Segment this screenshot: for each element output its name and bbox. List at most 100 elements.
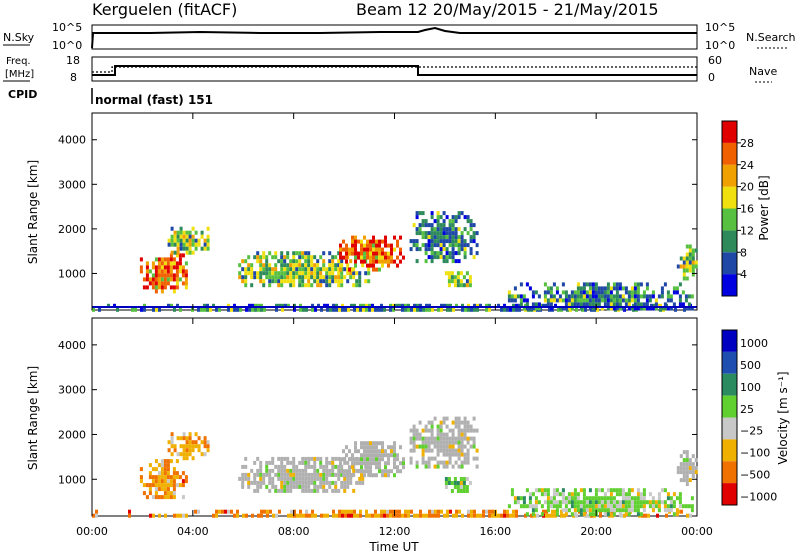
velocity-cell: [451, 420, 455, 425]
power-cell: [383, 307, 386, 312]
power-cell: [352, 271, 356, 276]
nsky-tick-top: 10^5: [52, 21, 82, 34]
velocity-cell: [259, 484, 263, 489]
velocity-cell: [627, 512, 631, 517]
velocity-cell: [460, 420, 464, 425]
velocity-cell: [305, 509, 308, 514]
velocity-cell: [606, 488, 610, 493]
velocity-cell: [354, 441, 357, 446]
power-cell: [182, 238, 186, 243]
power-cell: [573, 302, 577, 307]
power-cell: [295, 251, 299, 256]
power-cell: [588, 302, 592, 307]
power-cell: [98, 307, 101, 312]
power-cell: [131, 307, 134, 312]
velocity-cell: [576, 500, 580, 505]
time-tick-label: 04:00: [177, 525, 209, 538]
velocity-cell: [421, 444, 425, 449]
power-cell: [433, 255, 437, 260]
velocity-cell: [313, 468, 317, 473]
velocity-cell: [415, 436, 419, 441]
power-cell: [169, 285, 173, 290]
velocity-cell: [537, 500, 541, 505]
power-cell: [301, 267, 305, 272]
velocity-cell: [660, 488, 664, 493]
power-cell: [154, 285, 158, 290]
velocity-cell: [280, 488, 284, 493]
velocity-cell: [461, 513, 464, 518]
velocity-cell: [369, 465, 372, 470]
power-cell: [469, 247, 473, 252]
power-cell: [172, 261, 176, 266]
velocity-cell: [283, 480, 287, 485]
power-cell: [636, 286, 640, 291]
power-cell: [316, 271, 320, 276]
velocity-cell: [296, 513, 299, 518]
velocity-cell: [304, 472, 308, 477]
time-tick-label: 08:00: [278, 525, 310, 538]
velocity-cell: [663, 500, 667, 505]
power-cell: [436, 243, 440, 248]
power-cell: [179, 242, 183, 247]
velocity-cell: [594, 492, 598, 497]
power-cell: [331, 275, 335, 280]
power-cell: [307, 251, 311, 256]
velocity-cell: [378, 465, 381, 470]
power-cell: [329, 307, 332, 312]
velocity-cell: [534, 496, 538, 501]
power-cell: [430, 223, 434, 228]
velocity-cell: [618, 492, 622, 497]
velocity-cell: [160, 483, 164, 488]
velocity-cell: [691, 462, 695, 467]
velocity-cell: [176, 513, 179, 518]
power-cell: [332, 307, 335, 312]
velocity-cell: [685, 474, 689, 479]
power-cell: [685, 260, 689, 265]
velocity-cell: [454, 416, 458, 421]
velocity-cell: [188, 436, 192, 441]
velocity-cell: [666, 496, 670, 501]
velocity-cell: [280, 476, 284, 481]
velocity-cell: [289, 472, 293, 477]
velocity-cell: [418, 436, 422, 441]
power-cell: [179, 234, 183, 239]
power-cell: [160, 277, 164, 282]
velocity-cell: [427, 444, 431, 449]
power-cell: [280, 283, 284, 288]
velocity-cell: [457, 428, 461, 433]
velocity-cell: [570, 512, 574, 517]
velocity-cell: [642, 488, 646, 493]
velocity-cell: [360, 461, 363, 466]
velocity-cell: [691, 454, 695, 459]
time-tick-label: 00:00: [76, 525, 108, 538]
power-cell: [440, 307, 443, 312]
power-cell: [271, 279, 275, 284]
velocity-cell: [609, 500, 613, 505]
power-cell: [307, 275, 311, 280]
velocity-cell: [331, 472, 335, 477]
power-cell: [413, 307, 416, 312]
power-cell: [459, 283, 463, 288]
velocity-cell: [304, 488, 308, 493]
velocity-cell: [172, 487, 176, 492]
power-cell: [582, 290, 586, 295]
velocity-cell: [316, 456, 320, 461]
velocity-cell: [630, 496, 634, 501]
power-cell: [419, 307, 422, 312]
velocity-cell: [163, 483, 167, 488]
velocity-cell: [491, 513, 494, 518]
power-cell: [289, 259, 293, 264]
velocity-cell: [456, 485, 460, 489]
power-cell: [412, 239, 416, 244]
velocity-cell: [260, 513, 263, 518]
velocity-cell: [375, 457, 378, 462]
power-cell: [609, 286, 613, 291]
velocity-cell: [354, 445, 357, 450]
velocity-cell: [682, 474, 686, 479]
velocity-cell: [301, 480, 305, 485]
power-cell: [421, 223, 425, 228]
velocity-cell: [561, 508, 565, 513]
power-cell: [340, 279, 344, 284]
velocity-cell: [395, 513, 398, 518]
power-cell: [561, 282, 565, 287]
